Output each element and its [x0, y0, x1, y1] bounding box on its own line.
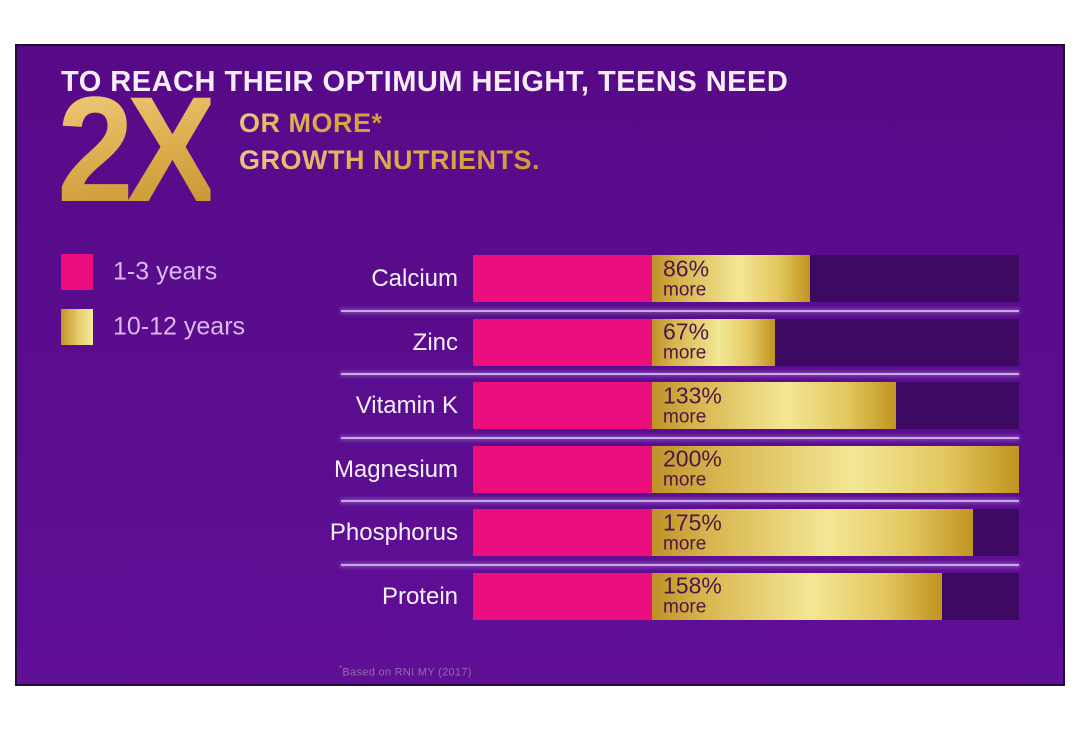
subheadline-or-more: OR MORE* — [239, 108, 383, 138]
infographic-card: TO REACH THEIR OPTIMUM HEIGHT, TEENS NEE… — [15, 44, 1065, 686]
legend-label: 10-12 years — [113, 312, 246, 341]
footnote-text: Based on RNI MY (2017) — [342, 666, 472, 679]
bar-value-label: 158% more — [663, 572, 722, 619]
bar-10-12-years — [652, 255, 810, 302]
bar-value-label: 86% more — [663, 255, 710, 301]
bar-10-12-years — [652, 318, 775, 366]
subheadline-growth-nutrients: GROWTH NUTRIENTS. — [239, 145, 540, 175]
bar-1-3-years — [473, 445, 652, 493]
bar-1-3-years — [473, 255, 652, 302]
chart-row-zinc: Zinc 67% more — [17, 318, 1063, 366]
bar-1-3-years — [473, 382, 652, 429]
multiplier-2x: 2X — [57, 65, 218, 233]
bar-track: 67% more — [473, 318, 1019, 366]
legend-swatch-pink — [61, 254, 93, 290]
bar-value-label: 175% more — [663, 509, 722, 555]
bar-value-label: 133% more — [663, 382, 722, 428]
category-label: Zinc — [412, 328, 458, 356]
bar-10-12-years — [652, 382, 896, 429]
bar-10-12-years — [652, 572, 942, 620]
row-separator — [341, 373, 1019, 375]
category-label: Calcium — [371, 265, 458, 292]
chart-row-magnesium: Magnesium 200% more — [17, 445, 1063, 493]
row-separator — [341, 500, 1019, 502]
bar-value-label: 200% more — [663, 445, 722, 492]
footnote: *Based on RNI MY (2017) — [339, 664, 472, 679]
chart-row-vitamin-k: Vitamin K 133% more — [17, 382, 1063, 429]
category-label: Magnesium — [333, 455, 458, 483]
chart-row-phosphorus: Phosphorus 175% more — [17, 509, 1063, 556]
bar-10-12-years — [652, 509, 973, 556]
headline: TO REACH THEIR OPTIMUM HEIGHT, TEENS NEE… — [61, 66, 789, 98]
bar-1-3-years — [473, 509, 652, 556]
bar-track: 200% more — [473, 445, 1019, 493]
bar-10-12-years — [652, 445, 1019, 493]
bar-track: 133% more — [473, 382, 1019, 429]
legend-label: 1-3 years — [113, 257, 218, 286]
bar-track: 175% more — [473, 509, 1019, 556]
bar-1-3-years — [473, 572, 652, 620]
row-separator — [341, 309, 1019, 312]
footnote-asterisk: * — [339, 664, 343, 673]
bar-value-label: 67% more — [663, 318, 710, 365]
category-label: Protein — [381, 582, 458, 610]
chart-row-protein: Protein 158% more — [17, 572, 1063, 620]
row-separator — [341, 436, 1019, 439]
bar-1-3-years — [473, 318, 652, 366]
chart-row-calcium: Calcium 86% more — [17, 255, 1063, 302]
bar-track: 158% more — [473, 572, 1019, 620]
category-label: Vitamin K — [355, 392, 458, 419]
bar-track: 86% more — [473, 255, 1019, 302]
category-label: Phosphorus — [329, 519, 458, 546]
row-separator — [341, 563, 1019, 566]
legend-swatch-gold — [61, 309, 93, 345]
